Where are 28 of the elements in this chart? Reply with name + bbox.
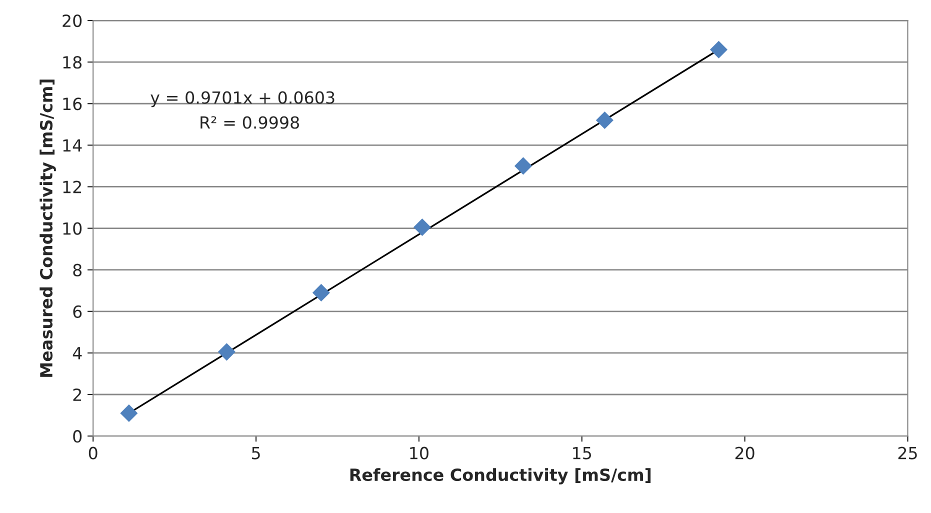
annotation: R² = 0.9998 (200, 116, 299, 129)
y-tick-label: 6 (73, 305, 82, 318)
point (514, 157, 532, 175)
annotation: y = 0.9701x + 0.0603 (150, 91, 334, 108)
x-tick-label: 10 (410, 446, 428, 460)
y-tick-label: 4 (72, 347, 82, 360)
y-tick-label: 0 (73, 430, 82, 443)
point (596, 111, 614, 130)
y-tick-label: 18 (63, 56, 82, 69)
point (413, 218, 431, 236)
x-tick-label: 15 (573, 446, 592, 460)
point (312, 284, 330, 302)
x-tick-label: 0 (88, 446, 98, 460)
point (710, 40, 728, 58)
y-axis-title: Measured Conductivity [mS/cm] (40, 80, 56, 377)
y-tick-label: 2 (73, 388, 82, 401)
point (120, 404, 138, 422)
y-tick-label: 20 (62, 14, 82, 28)
y-tick-label: 16 (63, 98, 82, 110)
x-axis-title: Reference Conductivity [mS/cm] (350, 468, 651, 484)
y-tick-label: 14 (63, 139, 82, 152)
x-tick-label: 20 (735, 446, 754, 460)
point (218, 343, 236, 361)
y-tick-label: 12 (63, 180, 82, 194)
y-tick-label: 8 (73, 264, 82, 276)
x-tick-label: 25 (898, 446, 917, 460)
x-tick-label: 5 (252, 446, 260, 460)
y-tick-label: 10 (63, 222, 82, 235)
